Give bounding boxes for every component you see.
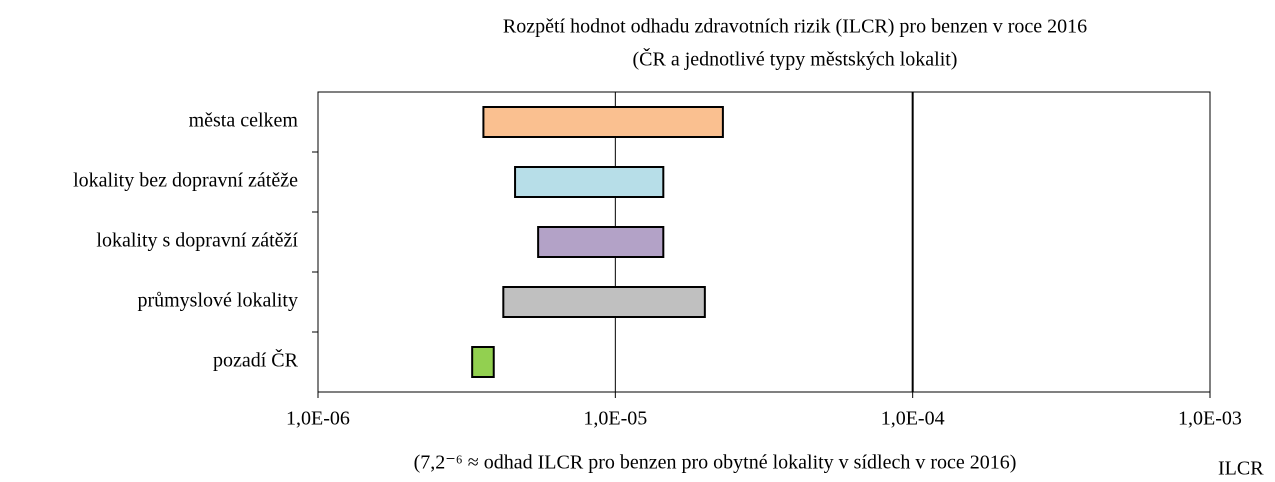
x-tick-label: 1,0E-06 <box>286 408 350 430</box>
range-bar <box>471 346 495 378</box>
x-axis-label: (7,2⁻⁶ ≈ odhad ILCR pro benzen pro obytn… <box>414 452 1017 474</box>
x-tick-label: 1,0E-04 <box>881 408 945 430</box>
chart-subtitle: (ČR a jednotlivé typy městských lokalit) <box>633 47 958 71</box>
x-tick-label: 1,0E-05 <box>583 408 647 430</box>
y-tick-label: průmyslové lokality <box>137 290 298 312</box>
y-tick-label: pozadí ČR <box>213 348 299 372</box>
range-bar <box>502 286 706 318</box>
range-bar <box>482 106 724 138</box>
plot-frame <box>317 91 1211 393</box>
y-tick-label: lokality s dopravní zátěží <box>96 230 298 252</box>
x-tick-label: 1,0E-03 <box>1178 408 1242 430</box>
chart-title: Rozpětí hodnot odhadu zdravotních rizik … <box>503 16 1087 38</box>
y-tick-label: lokality bez dopravní zátěže <box>73 170 298 192</box>
range-bar <box>537 226 665 258</box>
x-unit-label: ILCR <box>1218 458 1264 477</box>
range-bar <box>514 166 665 198</box>
y-tick-label: města celkem <box>189 110 299 132</box>
